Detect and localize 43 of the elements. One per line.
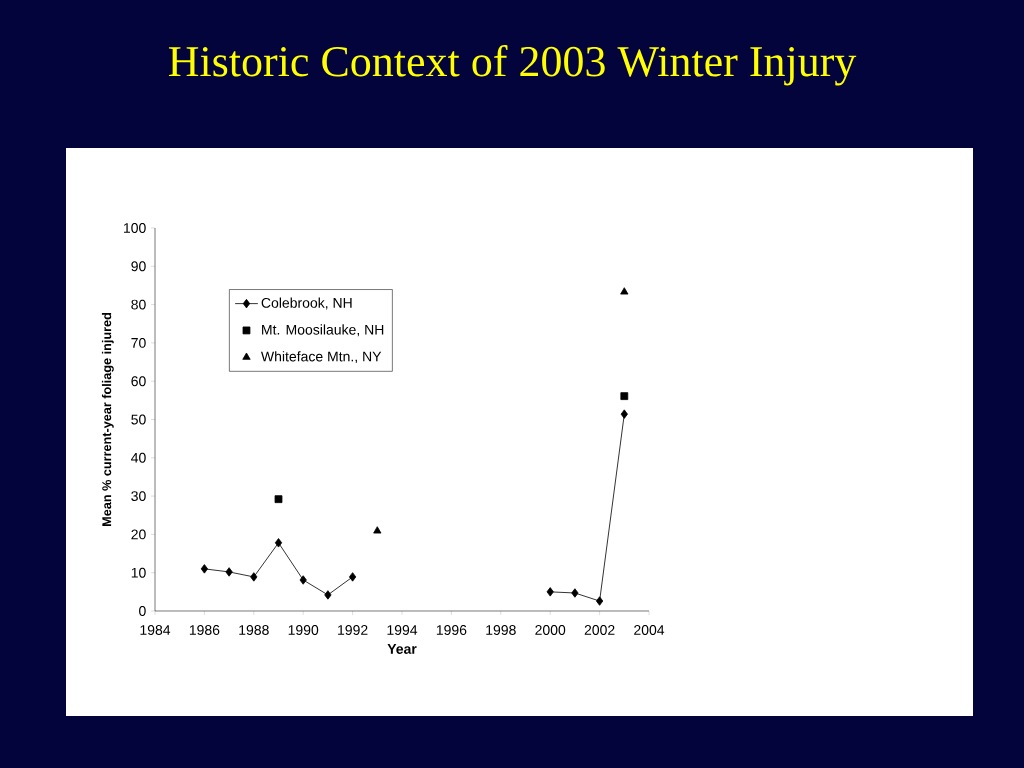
y-tick-label: 90 <box>131 261 146 272</box>
y-tick-label: 100 <box>124 223 146 233</box>
point <box>596 596 604 606</box>
y-tick-label: 40 <box>131 452 146 463</box>
legend-label: Whiteface Mtn., NY <box>260 351 382 364</box>
x-tick-label: 1992 <box>338 625 368 635</box>
y-tick-label: 60 <box>131 376 146 387</box>
y-tick-label: 70 <box>131 337 146 348</box>
y-tick-label: 80 <box>131 299 146 310</box>
x-tick-label: 1984 <box>140 625 171 635</box>
point <box>225 567 233 577</box>
point <box>349 572 357 582</box>
point <box>571 588 579 598</box>
point <box>620 392 629 400</box>
y-axis-title: Mean % current-year foliage injured <box>101 313 114 526</box>
point <box>373 526 382 534</box>
legend-label: Colebrook, NH <box>261 297 352 310</box>
x-tick-label: 1988 <box>239 625 269 635</box>
point <box>620 409 628 419</box>
x-tick-label: 2000 <box>535 625 566 635</box>
chart-title: Historic Context of 2003 Winter Injury <box>168 45 857 86</box>
point <box>324 590 332 600</box>
x-tick-label: 1994 <box>387 625 418 635</box>
y-tick-label: 50 <box>131 414 146 425</box>
x-tick-label: 1990 <box>288 625 319 635</box>
point <box>274 538 283 548</box>
x-tick-label: 1996 <box>436 625 467 635</box>
x-tick-label: 1998 <box>486 625 516 635</box>
legend-label: Mt. Moosilauke, NH <box>262 324 384 337</box>
x-axis-title: Year <box>387 644 417 654</box>
y-tick-label: 0 <box>139 606 146 616</box>
point <box>299 575 307 585</box>
y-tick-label: 30 <box>131 491 146 502</box>
y-tick-label: 20 <box>131 529 146 540</box>
point <box>200 564 208 574</box>
point <box>620 287 629 295</box>
y-tick-label: 10 <box>131 567 146 578</box>
point <box>250 572 258 582</box>
x-tick-label: 1986 <box>189 625 220 635</box>
x-tick-label: 2004 <box>634 625 665 635</box>
x-tick-label: 2002 <box>584 625 615 635</box>
point <box>546 587 554 597</box>
point <box>274 495 283 504</box>
